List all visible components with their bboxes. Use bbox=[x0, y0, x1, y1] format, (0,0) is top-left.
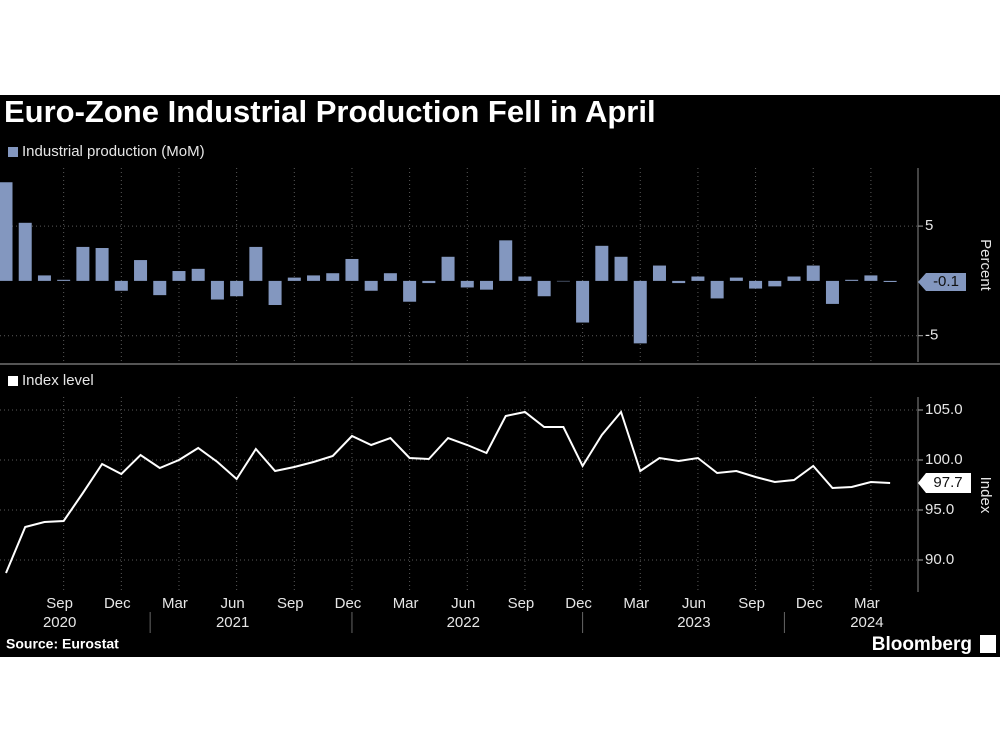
y-tick-label: 105.0 bbox=[925, 401, 963, 418]
x-tick-label: Dec bbox=[796, 595, 823, 612]
bar bbox=[307, 275, 321, 281]
x-tick-label: Sep bbox=[46, 595, 73, 612]
x-year-label: 2020 bbox=[43, 614, 76, 631]
brand: Bloomberg bbox=[872, 634, 972, 655]
bar bbox=[249, 246, 263, 281]
x-year-label: 2021 bbox=[216, 614, 249, 631]
bar bbox=[76, 246, 90, 281]
bar bbox=[864, 275, 878, 281]
chart-title: Euro-Zone Industrial Production Fell in … bbox=[4, 94, 656, 129]
bar bbox=[499, 240, 513, 281]
bar bbox=[287, 277, 301, 281]
brand-logo bbox=[980, 635, 996, 653]
bar bbox=[845, 279, 859, 281]
bar bbox=[768, 280, 782, 287]
bar bbox=[326, 273, 340, 281]
bar bbox=[710, 280, 724, 299]
value-label: -0.1 bbox=[933, 273, 959, 290]
bar bbox=[633, 280, 647, 344]
bar bbox=[345, 258, 359, 281]
bar bbox=[210, 280, 224, 300]
x-year-label: 2024 bbox=[850, 614, 883, 631]
bar bbox=[595, 245, 609, 281]
bar bbox=[691, 276, 705, 281]
legend-swatch bbox=[8, 147, 18, 157]
x-year-label: 2022 bbox=[447, 614, 480, 631]
bar bbox=[172, 271, 186, 281]
bar bbox=[383, 273, 397, 281]
bar bbox=[883, 280, 897, 282]
bar bbox=[18, 222, 32, 281]
value-callout bbox=[918, 272, 966, 291]
bar bbox=[652, 265, 666, 281]
line bbox=[5, 409, 891, 574]
bar bbox=[556, 280, 570, 282]
bar bbox=[364, 280, 378, 291]
bar bbox=[191, 268, 205, 281]
bar bbox=[460, 280, 474, 288]
x-tick-label: Dec bbox=[104, 595, 131, 612]
y-tick-label: 100.0 bbox=[925, 451, 963, 468]
source: Source: Eurostat bbox=[6, 636, 119, 652]
bar bbox=[614, 256, 628, 281]
bar bbox=[441, 256, 455, 281]
legend-label: Industrial production (MoM) bbox=[22, 143, 205, 160]
y-tick-label: 90.0 bbox=[925, 551, 954, 568]
legend-label: Index level bbox=[22, 372, 94, 389]
y-axis-title: Index bbox=[977, 477, 994, 514]
x-tick-label: Sep bbox=[738, 595, 765, 612]
x-tick-label: Jun bbox=[221, 595, 245, 612]
x-tick-label: Dec bbox=[565, 595, 592, 612]
bar bbox=[576, 280, 590, 323]
y-tick-label: 95.0 bbox=[925, 501, 954, 518]
bar bbox=[518, 276, 532, 281]
y-axis-title: Percent bbox=[977, 239, 994, 292]
x-tick-label: Jun bbox=[682, 595, 706, 612]
value-label: 97.7 bbox=[933, 474, 962, 491]
value-callout bbox=[918, 473, 971, 493]
bar bbox=[537, 280, 551, 297]
bar bbox=[672, 280, 686, 284]
bar bbox=[0, 182, 13, 281]
x-tick-label: Mar bbox=[162, 595, 188, 612]
bar bbox=[480, 280, 493, 290]
bar bbox=[787, 276, 801, 281]
bar bbox=[806, 265, 820, 281]
x-tick-label: Mar bbox=[393, 595, 419, 612]
x-tick-label: Dec bbox=[335, 595, 362, 612]
bar bbox=[37, 275, 51, 281]
x-year-label: 2023 bbox=[677, 614, 710, 631]
bar bbox=[268, 280, 282, 306]
bar bbox=[422, 280, 436, 284]
bar bbox=[95, 248, 109, 281]
bar bbox=[230, 280, 244, 297]
x-tick-label: Sep bbox=[508, 595, 535, 612]
x-tick-label: Mar bbox=[854, 595, 880, 612]
bar bbox=[729, 277, 743, 281]
x-tick-label: Sep bbox=[277, 595, 304, 612]
x-tick-label: Mar bbox=[623, 595, 649, 612]
bar bbox=[153, 280, 167, 296]
x-tick-label: Jun bbox=[451, 595, 475, 612]
legend-swatch bbox=[8, 376, 18, 386]
bar bbox=[134, 260, 148, 281]
bar bbox=[749, 280, 763, 289]
y-tick-label: 5 bbox=[925, 217, 933, 234]
background bbox=[0, 95, 1000, 657]
y-tick-label: -5 bbox=[925, 327, 938, 344]
bar bbox=[57, 279, 71, 281]
bar bbox=[114, 280, 128, 291]
bar bbox=[403, 280, 417, 302]
bar bbox=[825, 280, 839, 304]
